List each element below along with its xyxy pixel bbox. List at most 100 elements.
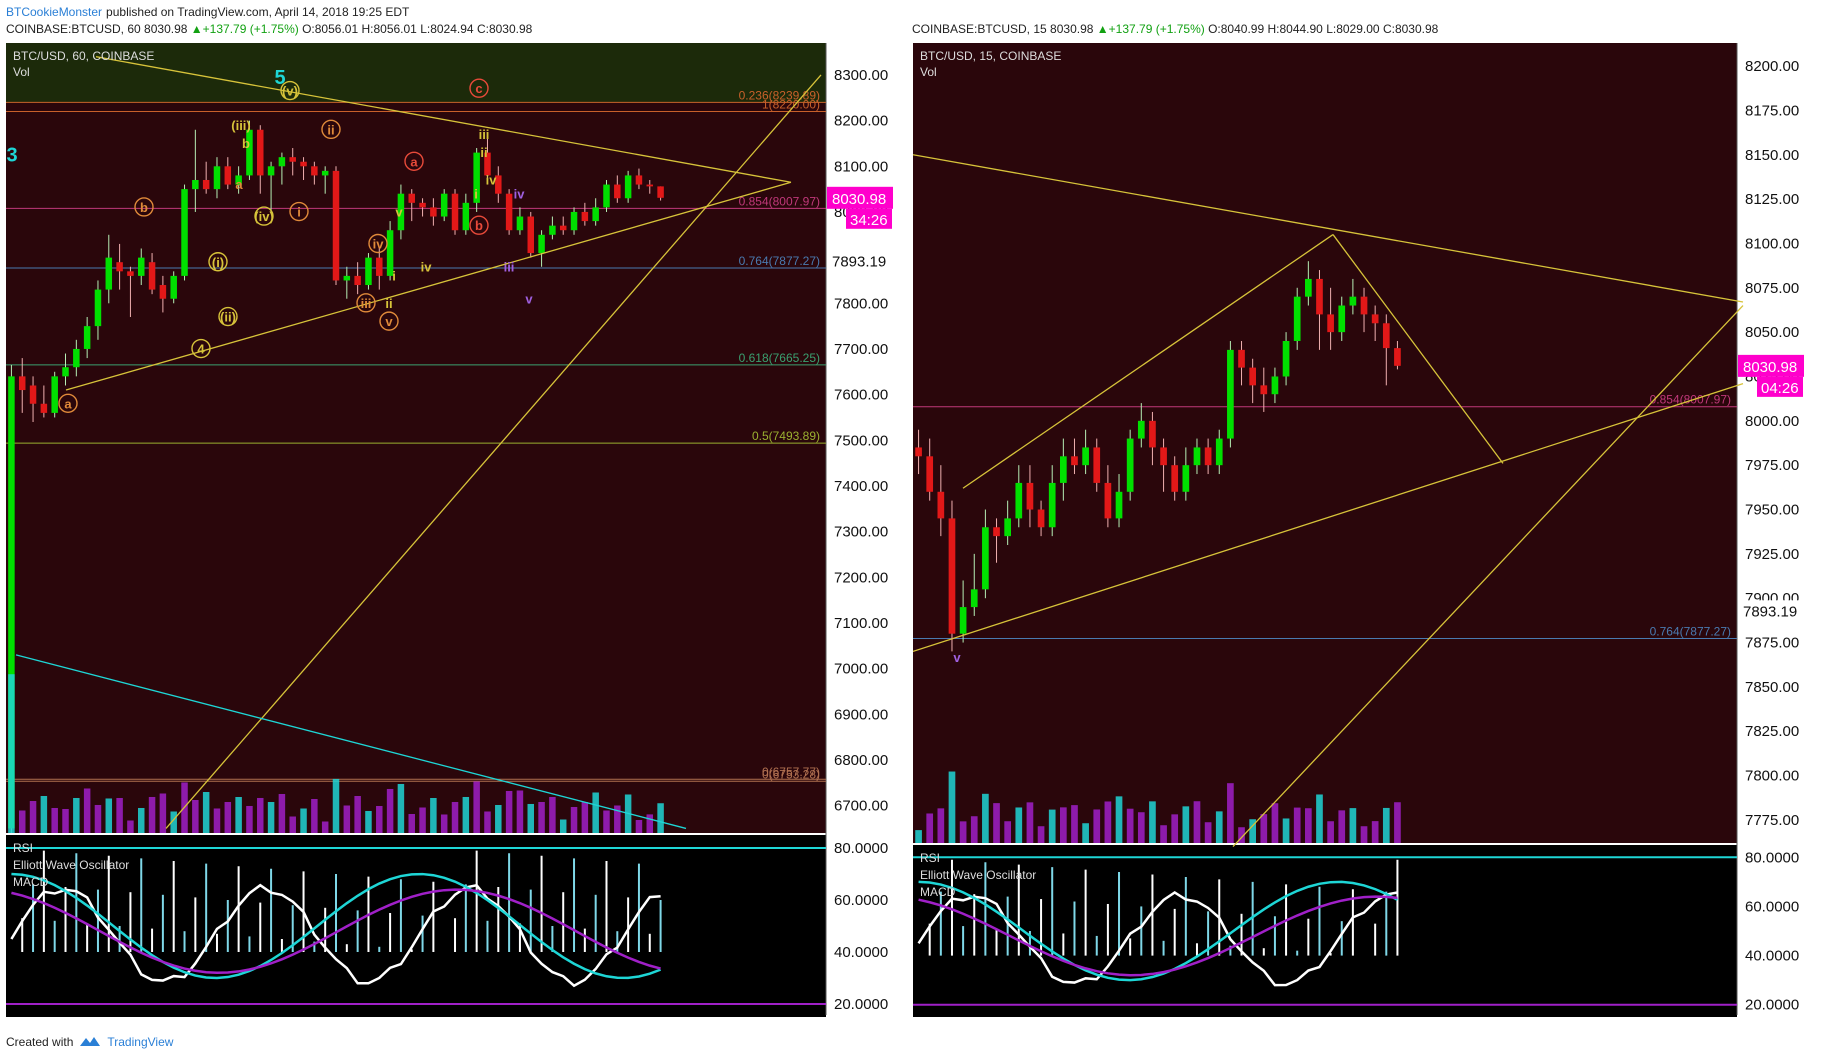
volume-bar xyxy=(646,814,654,833)
volume-bar xyxy=(527,803,534,833)
main-plot-area xyxy=(913,43,1737,843)
volume-bar xyxy=(1316,794,1323,843)
trend-line xyxy=(65,181,792,391)
candle-body xyxy=(354,275,361,286)
candle-body xyxy=(257,129,264,176)
wave-circle xyxy=(469,215,489,235)
osc-label: MACD xyxy=(13,875,49,889)
candle-body xyxy=(1360,296,1368,315)
candle-body xyxy=(1293,296,1301,342)
candle-body xyxy=(29,385,37,404)
candle-body xyxy=(549,225,556,235)
wave-circle xyxy=(134,197,154,217)
wave-circle xyxy=(208,252,228,272)
volume-bar xyxy=(8,674,15,833)
price-tick-label: 7100.00 xyxy=(834,615,888,632)
candle-body xyxy=(18,376,26,391)
fib-label: 0.854(8007.97) xyxy=(739,194,820,208)
volume-bar xyxy=(1137,812,1145,843)
candle-body xyxy=(1071,456,1078,466)
volume-bar xyxy=(1015,807,1023,843)
wave-label: iv xyxy=(421,259,433,274)
volume-bar xyxy=(1394,802,1401,843)
volume-bar xyxy=(1260,814,1268,843)
right-ohlc-bar: COINBASE:BTCUSD, 15 8030.98 ▲+137.79 (+1… xyxy=(912,22,1438,40)
volume-bar xyxy=(1171,814,1179,843)
candle-body xyxy=(192,179,199,190)
candle-body xyxy=(213,166,221,190)
candle-body xyxy=(386,230,394,276)
macd-signal-line xyxy=(918,895,1398,977)
volume-bar xyxy=(235,796,242,833)
right-chart-panel[interactable]: 8200.00 8175.00 8150.00 8125.00 8100.00 8075.… xyxy=(913,43,1816,1023)
price-tick-label: 7925.00 xyxy=(1745,546,1799,563)
right-change: ▲+137.79 (+1.75%) xyxy=(1096,22,1205,36)
wave-circle xyxy=(289,201,309,222)
volume-bar xyxy=(159,793,167,833)
left-chart-panel[interactable]: 8300.008200.008100.008000.007900.007800.… xyxy=(6,43,908,1023)
wave-label: ii xyxy=(480,145,487,160)
volume-bar xyxy=(332,778,340,833)
volume-bar xyxy=(1293,807,1301,843)
volume-bar xyxy=(657,803,664,833)
candle-body xyxy=(570,211,578,231)
right-low: L:8029.00 xyxy=(1326,22,1380,36)
candle-body xyxy=(278,157,286,167)
candle-body xyxy=(624,175,632,199)
chart-title: BTC/USD, 15, COINBASE xyxy=(920,49,1061,63)
volume-bar xyxy=(105,798,113,833)
wave-circle xyxy=(254,206,274,226)
osc-tick-label: 40.0000 xyxy=(1745,948,1799,965)
price-tick-label: 8175.00 xyxy=(1745,102,1799,119)
author-link[interactable]: BTCookieMonster xyxy=(6,5,103,19)
trend-line xyxy=(95,56,792,183)
trend-line xyxy=(165,74,822,829)
candle-body xyxy=(948,518,956,634)
wave-label: c xyxy=(475,81,482,96)
candle-body xyxy=(73,348,80,368)
wave-label: iv xyxy=(514,186,526,201)
candle-body xyxy=(51,376,58,413)
candle-body xyxy=(1349,296,1357,306)
fib-label: 1(8220.00) xyxy=(762,97,820,111)
volume-bar xyxy=(278,793,286,833)
chart-title: BTC/USD, 60, COINBASE xyxy=(13,49,154,63)
volume-bar xyxy=(1149,801,1156,843)
volume-bar xyxy=(937,808,945,843)
volume-bar xyxy=(40,795,48,833)
candle-body xyxy=(235,175,242,185)
wave-label: iv xyxy=(373,236,385,251)
volume-bar xyxy=(202,791,210,833)
volume-bar xyxy=(1349,808,1357,843)
volume-bar xyxy=(1082,823,1089,843)
left-open: O:8056.01 xyxy=(302,22,359,36)
macd-line xyxy=(11,872,662,980)
volume-bar xyxy=(538,801,545,833)
candle-body xyxy=(495,175,502,194)
candle-body xyxy=(1249,367,1256,386)
candle-body xyxy=(1015,482,1023,519)
volume-bar xyxy=(289,816,296,833)
candle-body xyxy=(581,211,589,222)
publish-bar: BTCookieMonster published on TradingView… xyxy=(0,0,1822,24)
volume-bar xyxy=(73,797,80,833)
wave-label: 3 xyxy=(6,145,17,167)
candle-body xyxy=(1026,482,1034,510)
wave-label: b xyxy=(242,136,250,151)
price-tick-label: 8100.00 xyxy=(1745,235,1799,252)
price-tick-label: 8050.00 xyxy=(1745,324,1799,341)
volume-bar xyxy=(29,800,37,833)
tradingview-link[interactable]: TradingView xyxy=(107,1035,174,1049)
volume-bar xyxy=(1060,807,1067,843)
volume-bar xyxy=(570,806,578,833)
fib-label: 0.5(7493.89) xyxy=(752,429,820,443)
candle-body xyxy=(1137,420,1145,439)
candle-body xyxy=(959,607,967,634)
wave-label: v xyxy=(953,650,961,665)
volume-bar xyxy=(1048,809,1056,843)
volume-bar xyxy=(1227,783,1234,843)
macd-signal-line xyxy=(11,888,661,975)
right-symbol: COINBASE:BTCUSD, 15 xyxy=(912,22,1047,36)
fib-label: 0.618(7665.25) xyxy=(739,351,820,365)
wave-circle xyxy=(191,338,211,359)
